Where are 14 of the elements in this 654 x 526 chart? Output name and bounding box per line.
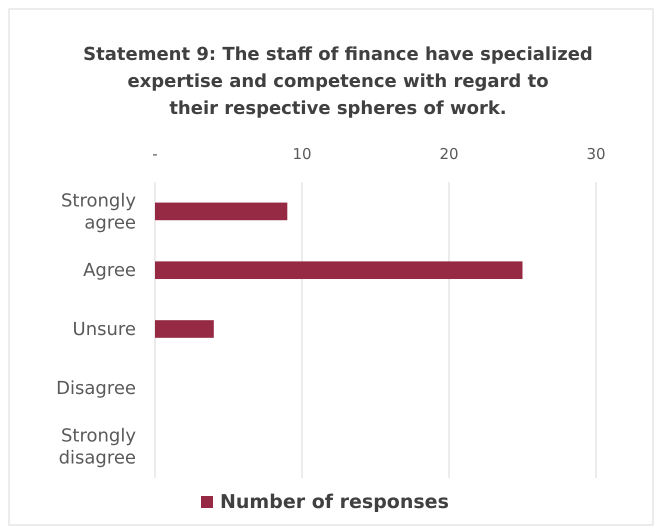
x-tick-label: 10 [292, 145, 312, 163]
y-tick-label: Disagree [56, 378, 136, 399]
y-tick-label: Unsure [72, 319, 136, 340]
y-tick-label: Strongly agree [61, 190, 136, 234]
bar [155, 261, 522, 280]
x-tick-label: 30 [586, 145, 606, 163]
y-tick-label: Agree [83, 260, 136, 282]
x-tick-label: 20 [439, 145, 459, 163]
bar [155, 202, 288, 220]
legend-label: Number of responses [220, 491, 449, 513]
y-tick-label: Strongly disagree [58, 426, 136, 469]
chart-title: Statement 9: The staff of finance have specialized expertise and competence with regard to their respective spheres of work. [83, 44, 593, 119]
bar [155, 320, 214, 338]
x-tick-label: - [152, 145, 158, 163]
